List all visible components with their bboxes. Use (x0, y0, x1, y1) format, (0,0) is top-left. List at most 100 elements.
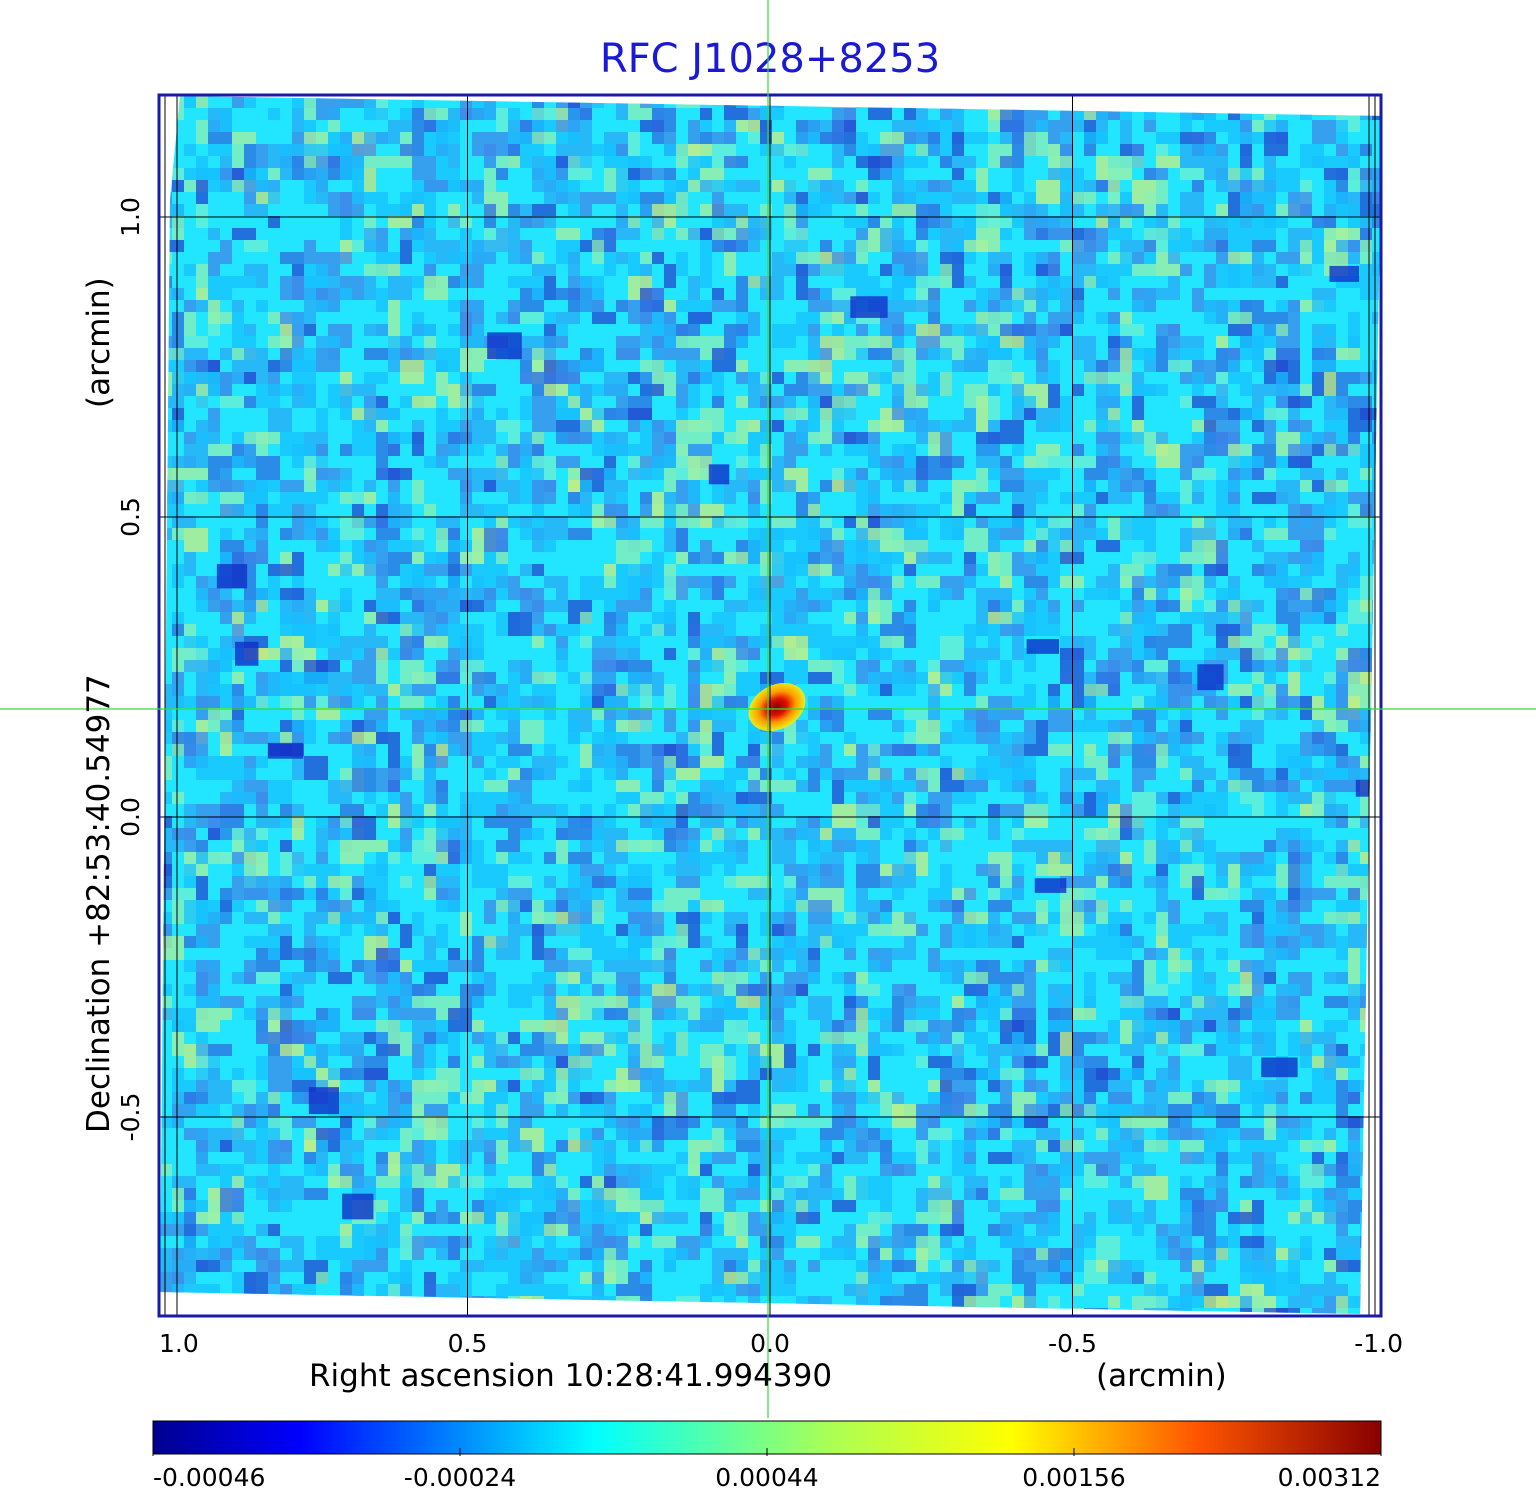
noise-pixel (1264, 468, 1276, 480)
noise-pixel (568, 972, 580, 984)
noise-pixel (952, 108, 964, 120)
noise-pixel (628, 1056, 640, 1068)
noise-pixel (760, 120, 772, 144)
noise-pixel (472, 384, 496, 396)
noise-pixel (1096, 576, 1108, 588)
noise-pixel (1144, 1176, 1168, 1200)
noise-pixel (736, 1212, 748, 1236)
noise-pixel (1000, 96, 1024, 108)
noise-pixel (520, 696, 532, 708)
noise-pixel (292, 108, 304, 132)
noise-pixel (304, 1152, 316, 1164)
noise-pixel (1300, 1116, 1312, 1128)
noise-pixel (1240, 1176, 1252, 1188)
noise-pixel (256, 588, 268, 600)
noise-pixel (700, 372, 724, 384)
noise-pixel (628, 684, 640, 696)
noise-pixel (1120, 744, 1132, 756)
noise-pixel (280, 840, 292, 852)
noise-pixel (220, 732, 232, 756)
noise-pixel (352, 1260, 376, 1272)
noise-pixel (184, 144, 196, 156)
noise-pixel (1120, 1032, 1132, 1044)
noise-pixel (172, 312, 184, 336)
noise-pixel (196, 120, 208, 144)
noise-pixel (400, 960, 412, 972)
noise-pixel (850, 296, 888, 318)
noise-pixel (616, 948, 640, 960)
noise-pixel (676, 864, 700, 876)
noise-pixel (412, 720, 424, 744)
noise-pixel (1240, 732, 1252, 744)
noise-pixel (1348, 1080, 1372, 1092)
noise-pixel (736, 1236, 748, 1248)
noise-pixel (1288, 456, 1312, 468)
noise-pixel (1240, 204, 1252, 228)
noise-pixel (1156, 204, 1168, 216)
noise-pixel (496, 108, 508, 132)
noise-pixel (352, 816, 376, 840)
noise-pixel (784, 204, 796, 228)
noise-pixel (520, 1116, 532, 1128)
noise-pixel (388, 852, 400, 864)
noise-pixel (1036, 1128, 1060, 1140)
noise-pixel (1084, 1104, 1096, 1116)
noise-pixel (664, 444, 676, 456)
noise-pixel (1192, 540, 1204, 564)
noise-pixel (868, 960, 880, 972)
noise-pixel (988, 468, 1000, 480)
noise-pixel (736, 648, 760, 660)
noise-pixel (1372, 600, 1382, 624)
noise-pixel (508, 1140, 532, 1152)
noise-pixel (1252, 384, 1276, 396)
noise-pixel (472, 420, 496, 444)
noise-pixel (1288, 1296, 1312, 1308)
noise-pixel (244, 444, 256, 468)
noise-pixel (388, 744, 400, 768)
noise-pixel (172, 216, 184, 240)
noise-pixel (700, 960, 712, 972)
noise-pixel (592, 900, 604, 924)
noise-pixel (1252, 240, 1276, 252)
noise-pixel (712, 720, 736, 732)
noise-pixel (544, 360, 556, 372)
noise-pixel (316, 1020, 328, 1032)
noise-pixel (448, 432, 472, 444)
noise-pixel (484, 1296, 508, 1308)
noise-pixel (916, 996, 940, 1008)
noise-pixel (340, 1248, 352, 1260)
noise-pixel (1192, 468, 1216, 480)
noise-pixel (220, 648, 232, 672)
noise-pixel (424, 792, 436, 804)
noise-pixel (940, 1236, 952, 1248)
noise-pixel (256, 432, 280, 444)
noise-pixel (220, 240, 232, 264)
noise-pixel (532, 108, 544, 120)
noise-pixel (688, 1140, 712, 1152)
noise-pixel (1144, 240, 1156, 252)
noise-pixel (280, 804, 292, 816)
noise-pixel (388, 264, 400, 276)
noise-pixel (676, 1248, 688, 1260)
noise-pixel (1060, 768, 1072, 792)
noise-pixel (328, 1008, 340, 1032)
noise-pixel (376, 1152, 388, 1164)
noise-pixel (304, 756, 328, 780)
noise-pixel (1060, 276, 1072, 288)
noise-pixel (772, 732, 784, 744)
noise-pixel (1060, 1152, 1072, 1164)
noise-pixel (964, 660, 988, 672)
noise-pixel (216, 564, 248, 589)
noise-pixel (700, 660, 724, 672)
noise-pixel (472, 324, 484, 348)
noise-pixel (352, 192, 376, 204)
noise-pixel (1132, 1164, 1156, 1176)
noise-pixel (412, 960, 424, 972)
noise-pixel (592, 312, 616, 324)
noise-pixel (1048, 1272, 1060, 1284)
noise-pixel (1204, 648, 1216, 660)
noise-pixel (508, 1032, 520, 1044)
noise-pixel (904, 264, 916, 276)
noise-pixel (592, 708, 604, 720)
noise-pixel (508, 1236, 520, 1248)
